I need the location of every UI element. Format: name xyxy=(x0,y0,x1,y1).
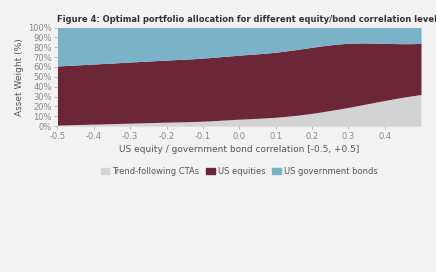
Legend: Trend-following CTAs, US equities, US government bonds: Trend-following CTAs, US equities, US go… xyxy=(98,163,381,179)
Y-axis label: Asset Weight (%): Asset Weight (%) xyxy=(15,38,24,116)
Text: Figure 4: Optimal portfolio allocation for different equity/bond correlation lev: Figure 4: Optimal portfolio allocation f… xyxy=(58,15,436,24)
X-axis label: US equity / government bond correlation [-0.5, +0.5]: US equity / government bond correlation … xyxy=(119,145,359,154)
